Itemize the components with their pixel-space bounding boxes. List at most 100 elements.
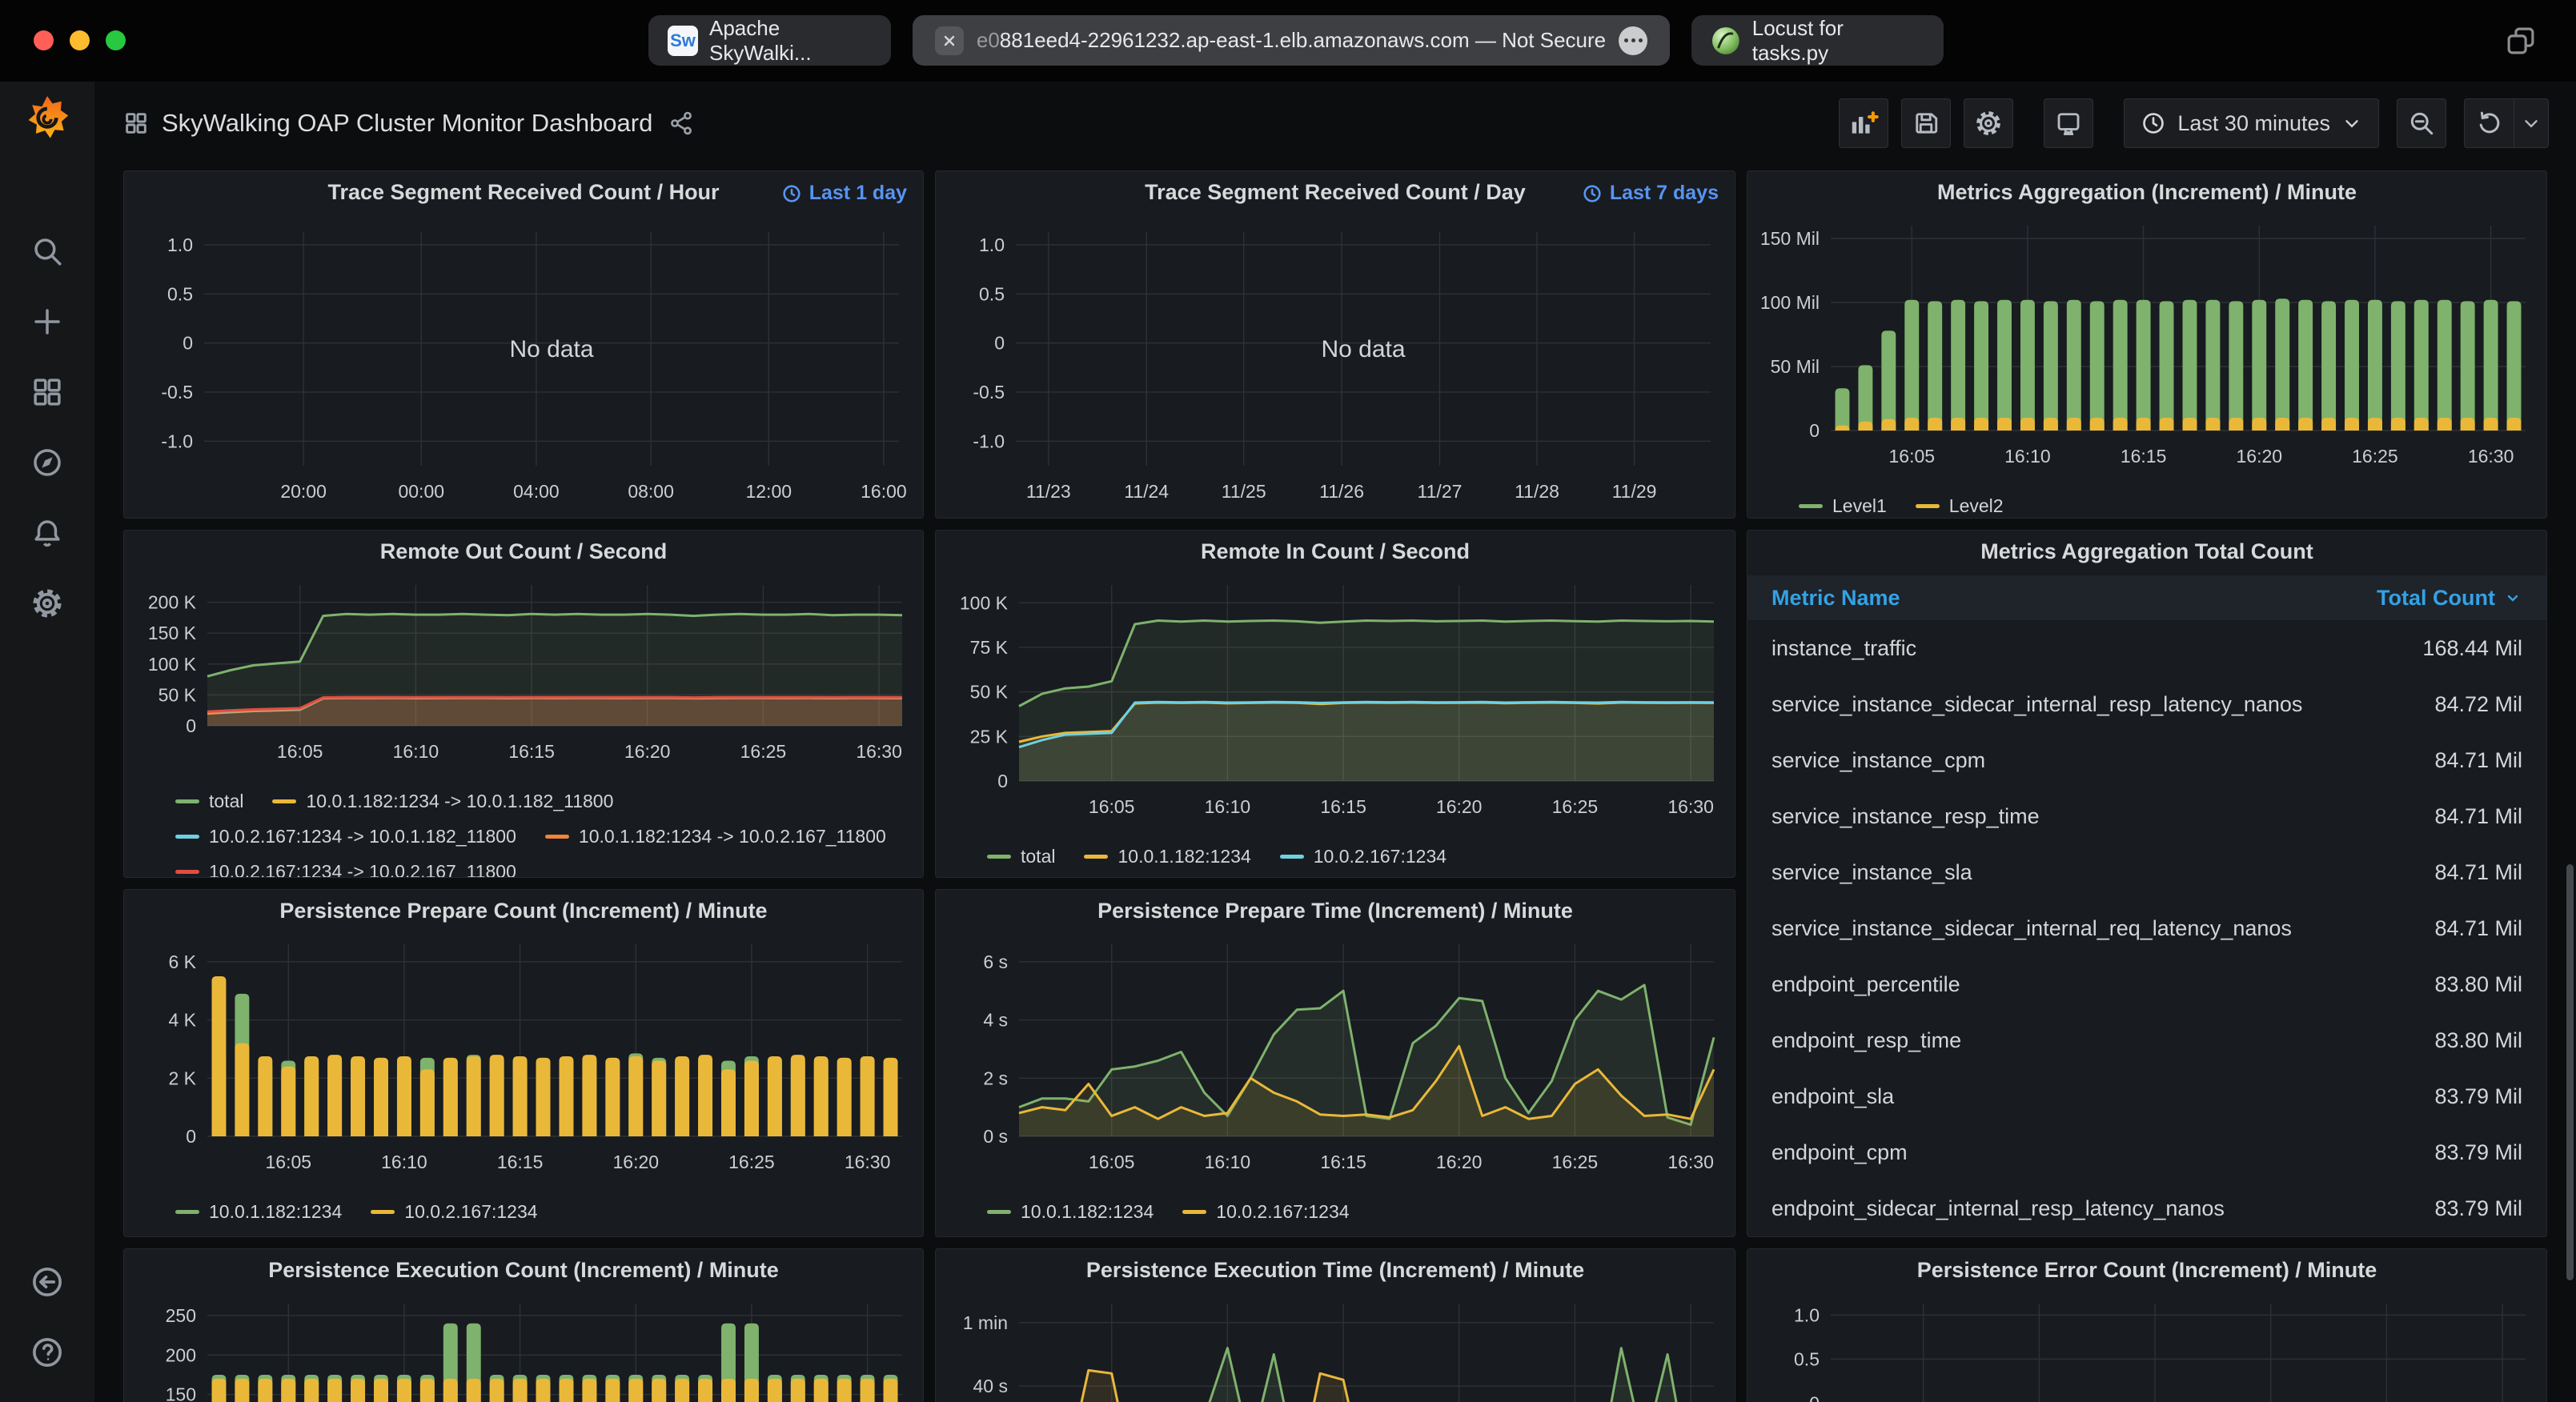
chart-persistence-prepare-time[interactable]: 16:0516:1016:1516:2016:2516:300 s2 s4 s6…	[936, 931, 1735, 1178]
panel-title[interactable]: Persistence Prepare Count (Increment) / …	[279, 899, 767, 923]
sign-in-icon[interactable]	[22, 1256, 73, 1308]
legend-item[interactable]: 10.0.2.167:1234	[371, 1197, 537, 1226]
chart-remote-out-count[interactable]: 16:0516:1016:1516:2016:2516:30050 K100 K…	[124, 572, 923, 767]
table-row[interactable]: endpoint_cpm83.79 Mil	[1747, 1124, 2546, 1180]
close-tab-icon[interactable]	[935, 26, 964, 55]
chart-persistence-prepare-count[interactable]: 16:0516:1016:1516:2016:2516:3002 K4 K6 K	[124, 931, 923, 1178]
table-row[interactable]: instance_traffic168.44 Mil	[1747, 620, 2546, 676]
panel-remote-out-count: Remote Out Count / Second 16:0516:1016:15…	[123, 530, 924, 878]
legend-item[interactable]: 10.0.2.167:1234	[1182, 1197, 1349, 1226]
dashboard-grid-icon[interactable]	[123, 110, 149, 136]
table-row[interactable]: service_instance_sidecar_internal_req_la…	[1747, 900, 2546, 956]
chart-metrics-aggregation-minute[interactable]: 16:0516:1016:1516:2016:2516:30050 Mil100…	[1747, 213, 2546, 472]
table-row[interactable]: service_instance_sidecar_internal_resp_l…	[1747, 676, 2546, 732]
dashboard-settings-button[interactable]	[1964, 98, 2013, 148]
refresh-button[interactable]	[2464, 98, 2514, 148]
chart-persistence-error-count[interactable]: 16:0516:1016:1516:2016:2516:301.00.50-0.…	[1747, 1291, 2546, 1402]
tab-options-icon[interactable]	[1619, 26, 1647, 55]
panel-title[interactable]: Trace Segment Received Count / Day	[1145, 180, 1526, 205]
explore-compass-icon[interactable]	[22, 437, 73, 488]
search-icon[interactable]	[22, 226, 73, 277]
chart-legend: total 10.0.1.182:1234 -> 10.0.1.182_11800…	[124, 767, 923, 878]
add-panel-button[interactable]	[1839, 98, 1888, 148]
time-range-picker[interactable]: Last 30 minutes	[2124, 98, 2379, 148]
share-dashboard-icon[interactable]	[668, 110, 694, 136]
legend-item[interactable]: Level2	[1916, 491, 2004, 519]
legend-item[interactable]: total	[175, 787, 243, 815]
table-row[interactable]: service_instance_sla84.71 Mil	[1747, 844, 2546, 900]
create-plus-icon[interactable]	[22, 296, 73, 347]
svg-text:16:00: 16:00	[861, 481, 907, 502]
legend-item[interactable]: 10.0.1.182:1234 -> 10.0.2.167_11800	[545, 822, 886, 851]
tab-overview-icon[interactable]	[2504, 24, 2538, 58]
save-dashboard-button[interactable]	[1901, 98, 1951, 148]
table-row[interactable]: service_instance_resp_time84.71 Mil	[1747, 788, 2546, 844]
panel-trace-segment-day: Trace Segment Received Count / DayLast 7…	[935, 170, 1735, 519]
legend-series-marker	[175, 835, 199, 839]
legend-series-marker	[272, 799, 296, 803]
panel-title[interactable]: Persistence Execution Time (Increment) /…	[1086, 1258, 1584, 1283]
svg-text:50 K: 50 K	[970, 682, 1009, 703]
table-row[interactable]: service_instance_cpm84.71 Mil	[1747, 732, 2546, 788]
browser-tab-skywalking[interactable]: Sw Apache SkyWalki...	[648, 15, 891, 66]
zoom-out-button[interactable]	[2397, 98, 2446, 148]
dashboards-icon[interactable]	[22, 367, 73, 418]
fullscreen-window-button[interactable]	[106, 30, 126, 50]
page-title[interactable]: SkyWalking OAP Cluster Monitor Dashboard	[162, 109, 652, 138]
chart-persistence-execution-count[interactable]: 16:0516:1016:1516:2016:2516:300501001502…	[124, 1291, 923, 1402]
help-icon[interactable]	[22, 1327, 73, 1378]
table-row[interactable]: endpoint_percentile83.80 Mil	[1747, 956, 2546, 1012]
panel-title[interactable]: Remote In Count / Second	[1201, 539, 1470, 564]
panel-title[interactable]: Remote Out Count / Second	[380, 539, 668, 564]
panel-persistence-error-count: Persistence Error Count (Increment) / Mi…	[1747, 1248, 2547, 1402]
panel-header: Persistence Prepare Count (Increment) / …	[124, 890, 923, 931]
svg-text:-1.0: -1.0	[161, 431, 193, 451]
legend-item[interactable]: 10.0.1.182:1234	[987, 1197, 1154, 1226]
table-row[interactable]: endpoint_sla83.79 Mil	[1747, 1068, 2546, 1124]
legend-item[interactable]: Level1	[1799, 491, 1887, 519]
legend-item[interactable]: total	[987, 842, 1055, 871]
dashboard-toolbar: Last 30 minutes	[1839, 98, 2549, 148]
panel-title[interactable]: Metrics Aggregation (Increment) / Minute	[1937, 180, 2357, 205]
legend-series-label: 10.0.1.182:1234 -> 10.0.2.167_11800	[579, 826, 886, 847]
alerting-bell-icon[interactable]	[22, 507, 73, 559]
legend-series-label: total	[1021, 846, 1055, 867]
legend-item[interactable]: 10.0.1.182:1234	[175, 1197, 342, 1226]
panel-title[interactable]: Persistence Execution Count (Increment) …	[268, 1258, 779, 1283]
legend-item[interactable]: 10.0.1.182:1234 -> 10.0.1.182_11800	[272, 787, 613, 815]
page-scrollbar[interactable]	[2566, 864, 2574, 1280]
chevron-down-icon	[2341, 113, 2362, 134]
legend-item[interactable]: 10.0.2.167:1234	[1280, 842, 1446, 871]
configuration-gear-icon[interactable]	[22, 578, 73, 629]
table-row[interactable]: endpoint_resp_time83.80 Mil	[1747, 1012, 2546, 1068]
browser-tab-locust[interactable]: Locust for tasks.py	[1691, 15, 1944, 66]
column-header-total-count[interactable]: Total Count	[2377, 586, 2522, 611]
panel-title[interactable]: Persistence Prepare Time (Increment) / M…	[1097, 899, 1573, 923]
cycle-view-button[interactable]	[2044, 98, 2093, 148]
svg-text:11/26: 11/26	[1319, 481, 1364, 502]
legend-item[interactable]: 10.0.2.167:1234 -> 10.0.1.182_11800	[175, 822, 516, 851]
chart-trace-segment-hour[interactable]: 20:0000:0004:0008:0012:0016:001.00.50-0.…	[124, 213, 923, 515]
svg-text:00:00: 00:00	[398, 481, 444, 502]
legend-item[interactable]: 10.0.2.167:1234 -> 10.0.2.167_11800	[175, 857, 516, 878]
locust-tab-icon	[1711, 26, 1741, 56]
column-header-metric-name[interactable]: Metric Name	[1772, 586, 1900, 611]
grafana-logo[interactable]	[22, 94, 73, 146]
panel-title[interactable]: Trace Segment Received Count / Hour	[327, 180, 719, 205]
table-row[interactable]: endpoint_sidecar_internal_resp_latency_n…	[1747, 1180, 2546, 1236]
close-window-button[interactable]	[34, 30, 54, 50]
panel-title[interactable]: Metrics Aggregation Total Count	[1980, 539, 2313, 564]
panel-title[interactable]: Persistence Error Count (Increment) / Mi…	[1917, 1258, 2377, 1283]
chart-remote-in-count[interactable]: 16:0516:1016:1516:2016:2516:30025 K50 K7…	[936, 572, 1735, 823]
chart-trace-segment-day[interactable]: 11/2311/2411/2511/2611/2711/2811/291.00.…	[936, 213, 1735, 515]
legend-series-label: 10.0.2.167:1234 -> 10.0.1.182_11800	[209, 826, 516, 847]
minimize-window-button[interactable]	[70, 30, 90, 50]
legend-item[interactable]: 10.0.1.182:1234	[1084, 842, 1250, 871]
browser-tab-active-address[interactable]: e0881eed4-22961232.ap-east-1.elb.amazona…	[913, 15, 1670, 66]
panel-header: Persistence Execution Count (Increment) …	[124, 1249, 923, 1291]
metric-name-cell: service_instance_resp_time	[1772, 804, 2040, 829]
svg-text:16:20: 16:20	[2237, 446, 2283, 467]
metric-name-cell: service_instance_sidecar_internal_resp_l…	[1772, 692, 2302, 717]
chart-persistence-execution-time[interactable]: 16:0516:1016:1516:2016:2516:300 s20 s40 …	[936, 1291, 1735, 1402]
refresh-interval-dropdown[interactable]	[2514, 98, 2549, 148]
